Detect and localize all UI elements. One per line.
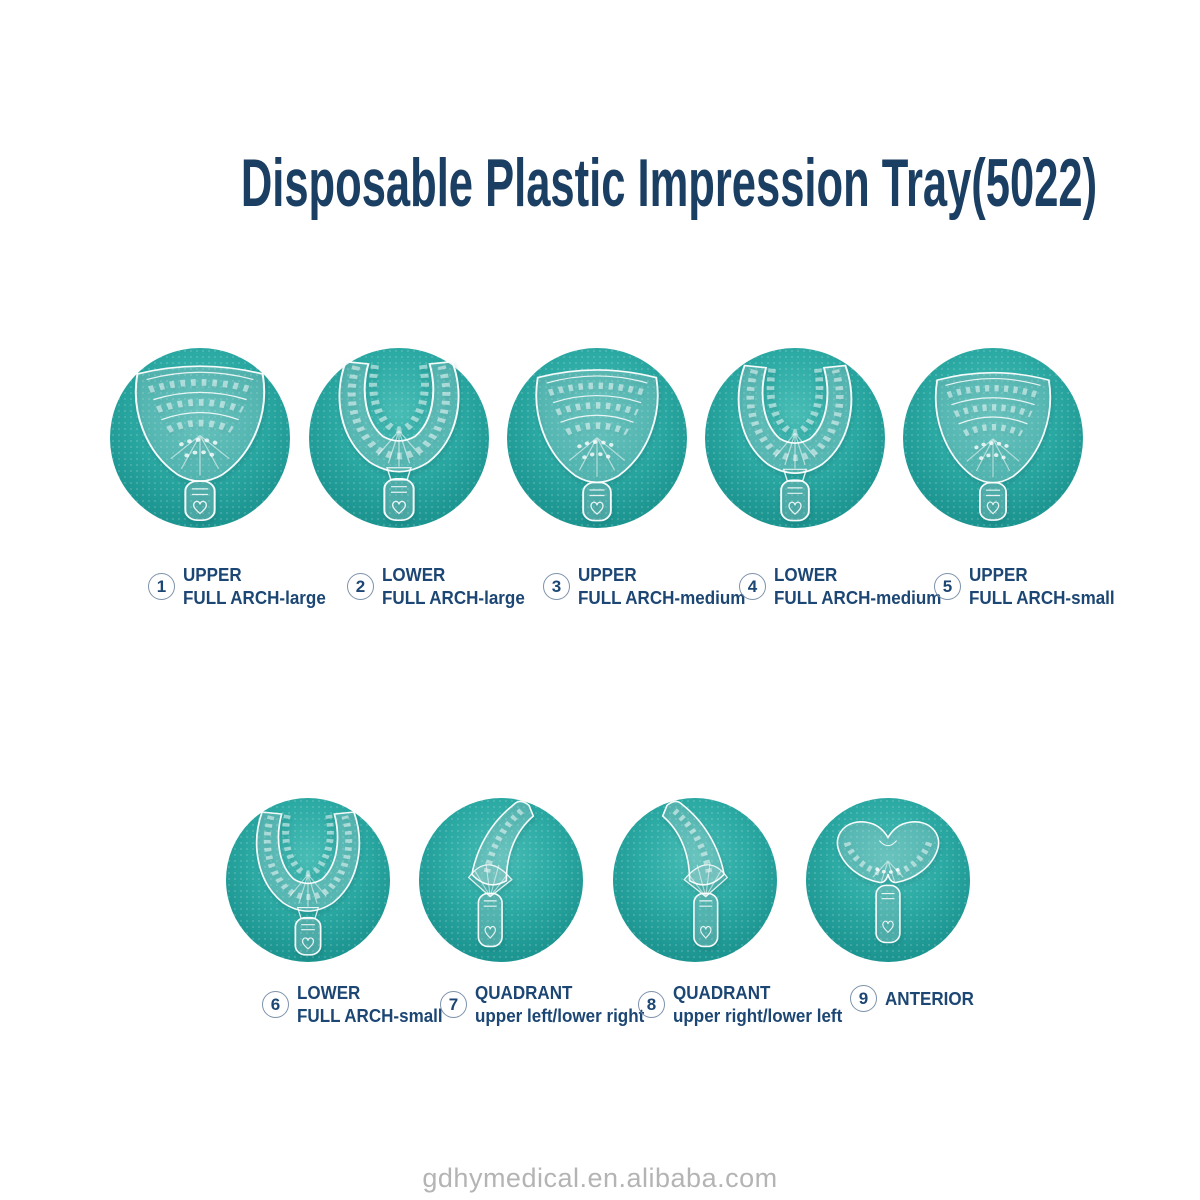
item-2-name: LOWER FULL ARCH-large — [382, 563, 525, 609]
item-1-name-line2: FULL ARCH-large — [183, 587, 326, 608]
item-6-name-line2: FULL ARCH-small — [297, 1005, 443, 1026]
tray-photo-9 — [806, 798, 970, 962]
item-6-name-line1: LOWER — [297, 982, 361, 1003]
item-1-number-badge: 1 — [148, 572, 175, 600]
item-4-name-line1: LOWER — [774, 564, 838, 585]
anterior-tray-image — [834, 810, 942, 953]
tray-label-7: 7 QUADRANT upper left/lower right — [440, 981, 659, 1027]
tray-photo-4 — [705, 348, 885, 528]
tray-label-4: 4 LOWER FULL ARCH-medium — [739, 563, 956, 609]
upper-full-arch-medium-tray-image — [534, 359, 660, 523]
item-3-name-line1: UPPER — [578, 564, 637, 585]
item-9-name-line1: ANTERIOR — [885, 988, 974, 1009]
item-7-name-line2: upper left/lower right — [475, 1005, 645, 1026]
tray-photo-6 — [226, 798, 390, 962]
tray-label-9: 9 ANTERIOR — [850, 985, 982, 1012]
watermark: gdhymedical.en.alibaba.com — [422, 1163, 778, 1193]
item-9-name: ANTERIOR — [885, 987, 974, 1010]
item-1-name: UPPER FULL ARCH-large — [183, 563, 326, 609]
tray-label-6: 6 LOWER FULL ARCH-small — [262, 981, 455, 1027]
item-2-name-line2: FULL ARCH-large — [382, 587, 525, 608]
item-8-name-line2: upper right/lower left — [673, 1005, 843, 1026]
upper-full-arch-small-tray-image — [934, 362, 1053, 522]
item-8-name-line1: QUADRANT — [673, 982, 771, 1003]
item-3-number-badge: 3 — [543, 572, 570, 600]
upper-full-arch-large-tray-image — [133, 355, 266, 522]
item-4-name-line2: FULL ARCH-medium — [774, 587, 942, 608]
item-7-number-badge: 7 — [440, 990, 467, 1018]
tray-photo-7 — [419, 798, 583, 962]
item-4-name: LOWER FULL ARCH-medium — [774, 563, 941, 609]
item-3-name: UPPER FULL ARCH-medium — [578, 563, 745, 609]
lower-full-arch-small-tray-image — [251, 806, 366, 957]
item-5-name: UPPER FULL ARCH-small — [969, 563, 1115, 609]
item-2-number-badge: 2 — [347, 572, 374, 600]
tray-label-2: 2 LOWER FULL ARCH-large — [347, 563, 537, 609]
item-7-name: QUADRANT upper left/lower right — [475, 981, 644, 1027]
tray-photo-2 — [309, 348, 489, 528]
tray-photo-5 — [903, 348, 1083, 528]
tray-label-1: 1 UPPER FULL ARCH-large — [148, 563, 338, 609]
quadrant-upper-left-lower-right-tray-image — [463, 798, 538, 957]
tray-photo-8 — [613, 798, 777, 962]
item-9-number-badge: 9 — [850, 985, 877, 1012]
tray-photo-1 — [110, 348, 290, 528]
tray-label-3: 3 UPPER FULL ARCH-medium — [543, 563, 760, 609]
lower-full-arch-large-tray-image — [332, 355, 465, 522]
item-6-name: LOWER FULL ARCH-small — [297, 981, 443, 1027]
item-7-name-line1: QUADRANT — [475, 982, 573, 1003]
item-5-name-line2: FULL ARCH-small — [969, 587, 1115, 608]
item-1-name-line1: UPPER — [183, 564, 242, 585]
item-6-number-badge: 6 — [262, 990, 289, 1018]
item-2-name-line1: LOWER — [382, 564, 446, 585]
item-5-number-badge: 5 — [934, 572, 961, 600]
item-5-name-line1: UPPER — [969, 564, 1028, 585]
tray-photo-3 — [507, 348, 687, 528]
item-4-number-badge: 4 — [739, 572, 766, 600]
tray-label-5: 5 UPPER FULL ARCH-small — [934, 563, 1127, 609]
item-8-name: QUADRANT upper right/lower left — [673, 981, 842, 1027]
tray-label-8: 8 QUADRANT upper right/lower left — [638, 981, 857, 1027]
item-8-number-badge: 8 — [638, 990, 665, 1018]
page-title-text: Disposable Plastic Impression Tray(5022) — [240, 145, 1098, 221]
lower-full-arch-medium-tray-image — [732, 359, 858, 523]
quadrant-upper-right-lower-left-tray-image — [657, 798, 732, 957]
page-title: Disposable Plastic Impression Tray(5022) — [0, 144, 1200, 222]
item-3-name-line2: FULL ARCH-medium — [578, 587, 746, 608]
